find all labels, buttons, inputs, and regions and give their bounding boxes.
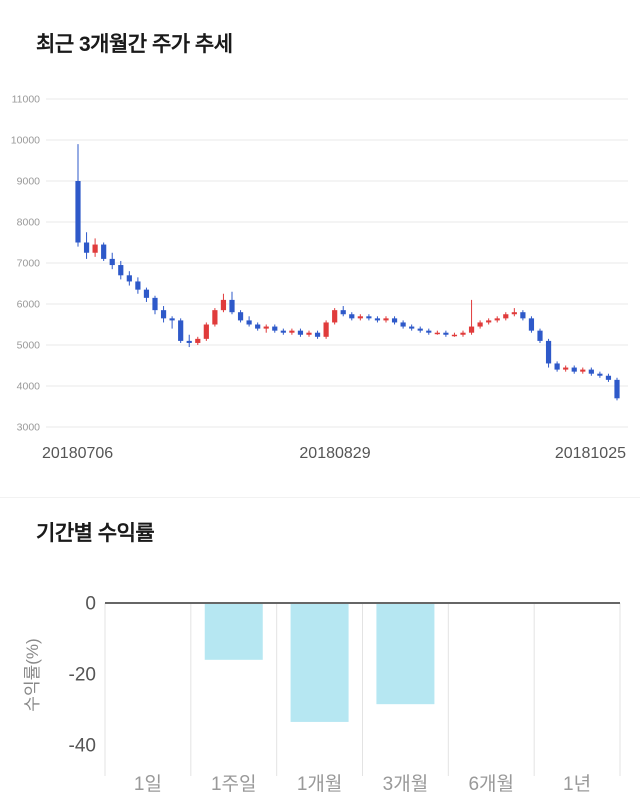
candle-body [169, 318, 175, 321]
candle-body [563, 367, 569, 370]
candle-body [503, 314, 509, 319]
candle-body [409, 326, 415, 329]
candle-body [443, 332, 449, 335]
candle-body [237, 312, 244, 321]
candle-body [203, 324, 209, 339]
candle-body [468, 326, 475, 333]
candle-body [511, 312, 517, 315]
candle-body [195, 338, 201, 343]
candle-body [571, 367, 577, 372]
candle-body [289, 330, 295, 333]
category-label: 6개월 [468, 773, 514, 795]
category-label: 1개월 [297, 773, 343, 795]
candle-body [220, 299, 227, 311]
candle-body [605, 375, 612, 380]
category-label: 1주일 [211, 773, 257, 795]
candle-body [255, 324, 261, 329]
candle-body [383, 318, 389, 321]
y-tick-label: -40 [69, 736, 96, 757]
candle-body [357, 316, 363, 319]
section-divider [0, 497, 640, 498]
x-axis-label: 20180829 [299, 445, 370, 462]
y-tick-label: 0 [85, 594, 96, 615]
candle-body [391, 318, 398, 323]
candle-body [229, 299, 235, 313]
y-axis-title: 수익률(%) [23, 638, 42, 711]
candle-body [340, 310, 346, 315]
candle-body [528, 318, 535, 331]
candle-body [554, 363, 560, 370]
period-returns-title: 기간별 수익률 [36, 522, 155, 545]
candle-body [126, 275, 132, 282]
return-bar [204, 603, 263, 660]
candle-body [152, 297, 158, 311]
candle-body [460, 332, 466, 335]
category-label: 1년 [563, 773, 591, 795]
category-label: 1일 [134, 773, 162, 795]
price-candlestick-chart: 3000 4000 5000 6000 7000 8000 9000 10000 11000 20… [11, 94, 628, 462]
candle-body [135, 281, 141, 290]
x-axis-label: 20181025 [555, 445, 626, 462]
x-axis-label: 20180706 [42, 445, 113, 462]
candle-body [434, 332, 440, 335]
candle-body [426, 330, 432, 333]
candle-body [614, 379, 620, 399]
return-bar [376, 603, 435, 705]
candle-body [314, 332, 321, 337]
y-tick-label: 6000 [17, 299, 41, 311]
candle-body [597, 373, 603, 376]
candle-body [92, 244, 98, 253]
y-tick-label: 7000 [17, 258, 41, 270]
y-tick-label: 8000 [17, 217, 41, 229]
y-tick-label: 9000 [17, 176, 41, 188]
candle-body [366, 316, 372, 319]
candle-body [246, 320, 252, 325]
category-label: 3개월 [383, 773, 429, 795]
candle-body [160, 310, 167, 319]
y-tick-label: 4000 [17, 381, 41, 393]
candle-body [400, 322, 406, 327]
return-bar [290, 603, 349, 722]
candle-body [494, 318, 500, 321]
candle-body [580, 369, 586, 372]
candle-body [588, 369, 594, 374]
candle-body [451, 334, 458, 337]
candle-body [537, 330, 543, 341]
candle-body [75, 181, 81, 243]
y-tick-label: -20 [69, 665, 96, 686]
period-returns-bar-chart: 0 -20 -40 수익률(%) 1일 1주일 1개월 3개월 6개월 1년 [23, 594, 621, 795]
candle-body [280, 330, 286, 333]
candle-body [178, 320, 184, 341]
candle-body [186, 340, 192, 343]
candle-body [263, 326, 269, 329]
y-tick-label: 10000 [11, 135, 40, 147]
candle-body [486, 320, 492, 323]
candle-body [83, 242, 90, 253]
candle-body [118, 265, 124, 276]
y-tick-label: 3000 [17, 422, 41, 434]
candle-body [306, 332, 312, 335]
candle-body [417, 328, 423, 331]
candle-body [520, 312, 526, 319]
candle-body [109, 258, 115, 266]
candle-body [349, 314, 355, 319]
candle-body [212, 310, 218, 325]
candle-body [323, 322, 329, 337]
price-trend-title: 최근 3개월간 주가 추세 [36, 33, 233, 56]
candle-body [332, 310, 338, 323]
candle-body [101, 244, 107, 259]
candle-body [374, 318, 381, 321]
y-tick-label: 5000 [17, 340, 41, 352]
candle-body [143, 289, 150, 298]
candle-body [297, 330, 304, 335]
candle-body [477, 322, 483, 327]
y-tick-label: 11000 [12, 94, 41, 106]
candle-body [272, 326, 278, 331]
candle-body [545, 340, 552, 364]
